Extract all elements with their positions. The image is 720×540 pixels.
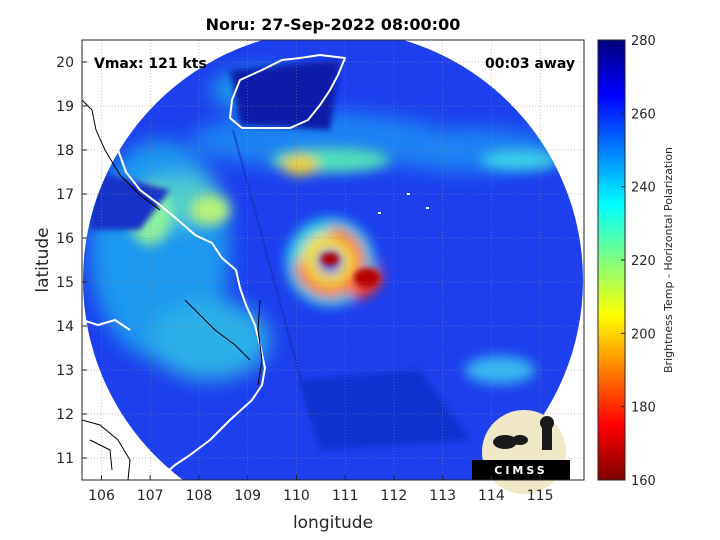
chart-title: Noru: 27-Sep-2022 08:00:00 xyxy=(206,15,461,34)
grid-lines xyxy=(82,40,584,480)
colorbar-tick-label: 160 xyxy=(631,474,656,489)
colorbar-tick-label: 200 xyxy=(631,327,656,342)
coastline xyxy=(82,54,346,479)
colorbar-tick-label: 240 xyxy=(631,181,656,196)
colorbar-tick-label: 220 xyxy=(631,254,656,269)
x-tick-label: 114 xyxy=(478,488,505,504)
y-tick-label: 18 xyxy=(56,143,74,159)
x-tick-label: 109 xyxy=(234,488,261,504)
y-tick-label: 11 xyxy=(56,451,74,467)
x-tick-label: 111 xyxy=(332,488,359,504)
x-tick-label: 113 xyxy=(429,488,456,504)
axes-frame xyxy=(81,39,585,481)
y-tick-label: 14 xyxy=(56,319,74,335)
colorbar xyxy=(597,39,626,481)
land-borders xyxy=(82,99,263,480)
colorbar-tick-label: 180 xyxy=(631,401,656,416)
small-islands xyxy=(378,193,429,214)
colorbar-tick-label: 260 xyxy=(631,107,656,122)
x-tick-label: 115 xyxy=(527,488,554,504)
x-tick-label: 107 xyxy=(137,488,164,504)
y-tick-label: 17 xyxy=(56,187,74,203)
y-tick-label: 16 xyxy=(56,231,74,247)
y-axis-ticks: 20 19 18 17 16 15 14 13 12 11 xyxy=(56,55,87,467)
x-tick-label: 106 xyxy=(88,488,115,504)
x-tick-label: 112 xyxy=(381,488,408,504)
cimss-logo: CIMSS xyxy=(472,410,570,494)
logo-text: CIMSS xyxy=(494,464,547,477)
y-tick-label: 12 xyxy=(56,407,74,423)
x-axis-ticks: 106 107 108 109 110 111 112 113 114 115 xyxy=(88,475,554,504)
y-tick-label: 15 xyxy=(56,275,74,291)
time-away-label: 00:03 away xyxy=(485,56,575,72)
y-tick-label: 19 xyxy=(56,99,74,115)
colorbar-tick-label: 280 xyxy=(631,34,656,49)
y-axis-label: latitude xyxy=(33,227,53,292)
y-tick-label: 13 xyxy=(56,363,74,379)
x-tick-label: 108 xyxy=(186,488,213,504)
x-tick-label: 110 xyxy=(283,488,310,504)
vmax-label: Vmax: 121 kts xyxy=(94,56,207,72)
y-tick-label: 20 xyxy=(56,55,74,71)
colorbar-ticks: 280 260 240 220 200 180 160 xyxy=(621,34,656,489)
x-axis-label: longitude xyxy=(293,513,373,533)
colorbar-label: Brightness Temp - Horizontal Polarizatio… xyxy=(662,147,675,373)
